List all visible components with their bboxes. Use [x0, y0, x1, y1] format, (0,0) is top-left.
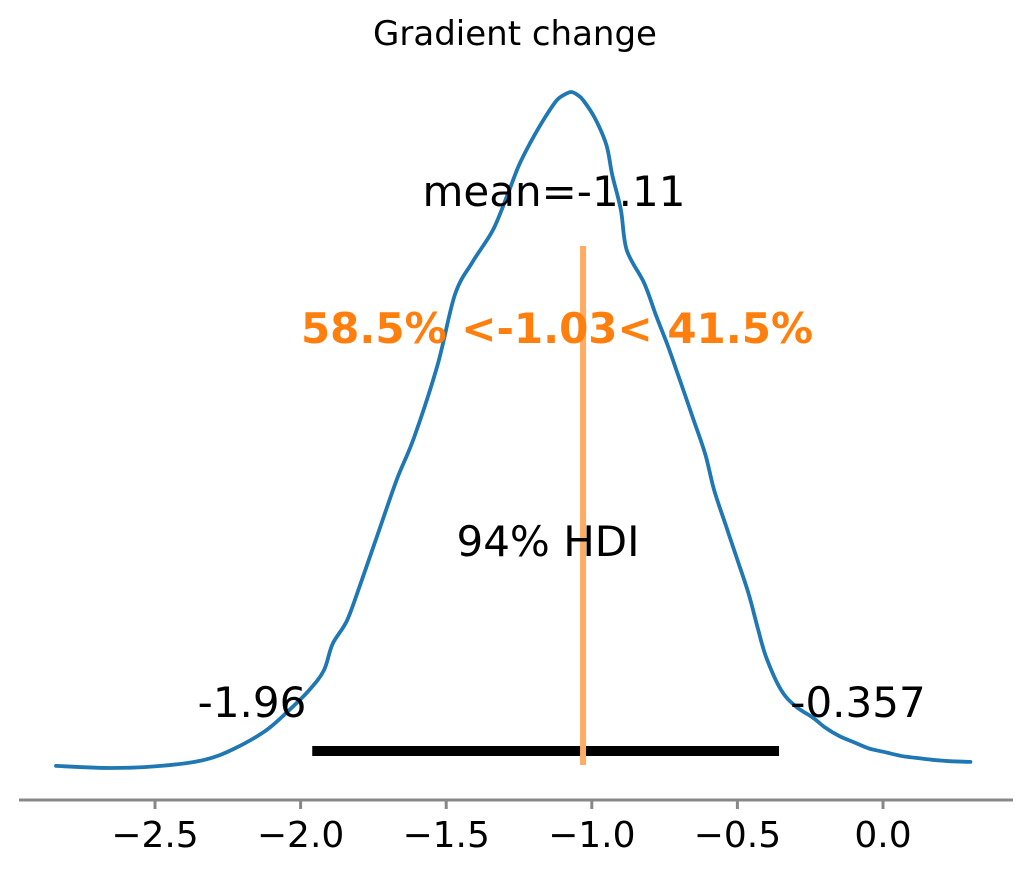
x-tick-label: −2.0 — [256, 815, 345, 856]
hdi-upper-label: -0.357 — [790, 678, 926, 727]
x-tick-label: 0.0 — [854, 815, 912, 856]
plot-title: Gradient change — [373, 14, 657, 54]
x-tick-label: −1.5 — [402, 815, 490, 856]
mean-label: mean=-1.11 — [422, 167, 686, 216]
hdi-label: 94% HDI — [456, 517, 640, 566]
x-tick-label: −1.0 — [548, 815, 636, 856]
ref-value-label: 58.5% <-1.03< 41.5% — [300, 304, 814, 353]
kde-curve — [54, 90, 973, 770]
hdi-lower-label: -1.96 — [197, 678, 307, 727]
x-tick-label: −2.5 — [111, 815, 199, 856]
x-tick-label: −0.5 — [693, 815, 782, 856]
